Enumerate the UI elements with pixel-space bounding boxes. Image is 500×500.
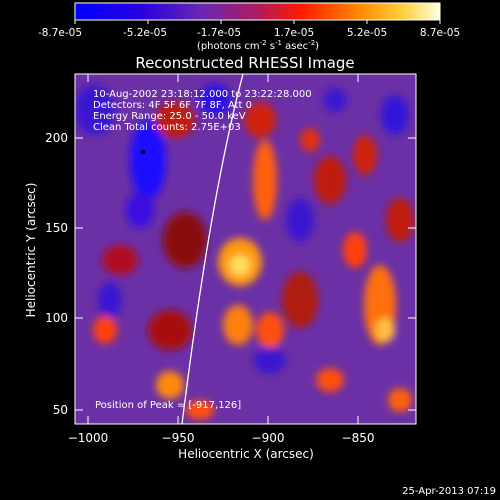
colorbar-tick-label: 1.7e-05 [274, 27, 314, 39]
y-axis-label: Heliocentric Y (arcsec) [24, 183, 38, 318]
colorbar-tick-label: -8.7e-05 [38, 27, 82, 39]
info-box: 10-Aug-2002 23:18:12.000 to 23:22:28.000… [93, 89, 312, 133]
solar-limb-curve [181, 74, 244, 424]
info-line-time: 10-Aug-2002 23:18:12.000 to 23:22:28.000 [93, 89, 312, 100]
x-tick-marks [87, 74, 359, 424]
footer-date: 25-Apr-2013 07:19 [402, 486, 496, 497]
heatmap-image [75, 74, 416, 424]
info-line-energy: Energy Range: 25.0 - 50.0 keV [93, 111, 246, 122]
info-line-counts: Clean Total counts: 2.75E+03 [93, 122, 241, 133]
x-tick-label: −900 [252, 431, 285, 445]
x-tick-label: −1000 [68, 431, 109, 445]
y-tick-label: 200 [45, 131, 68, 145]
y-tick-label: 150 [45, 221, 68, 235]
colorbar-tick-label: -1.7e-05 [197, 27, 241, 39]
peak-marker-dot [141, 150, 145, 154]
y-tick-label: 100 [45, 311, 68, 325]
colorbar-tick-label: 8.7e-05 [420, 27, 460, 39]
colorbar-tick-label: 5.2e-05 [347, 27, 387, 39]
y-tick-labels: 200 150 100 50 [45, 131, 68, 417]
colorbar-tick-label: -5.2e-05 [123, 27, 167, 39]
plot-frame [74, 73, 417, 425]
x-tick-labels: −1000 −950 −900 −850 [68, 431, 375, 445]
x-tick-label: −850 [342, 431, 375, 445]
colorbar-tick-marks [74, 20, 441, 24]
colorbar-tick-labels: -8.7e-05 -5.2e-05 -1.7e-05 1.7e-05 5.2e-… [38, 27, 460, 39]
x-tick-label: −950 [162, 431, 195, 445]
plot-title: Reconstructed RHESSI Image [135, 54, 354, 72]
colorbar-units-label: (photons cm-2 s-1 asec-2) [197, 39, 319, 52]
colorbar [74, 2, 441, 21]
x-axis-label: Heliocentric X (arcsec) [178, 447, 314, 461]
y-tick-marks [75, 137, 416, 411]
y-tick-label: 50 [53, 403, 68, 417]
peak-position-label: Position of Peak = [-917,126] [95, 400, 241, 411]
info-line-detectors: Detectors: 4F 5F 6F 7F 8F, Att 0 [93, 100, 252, 111]
